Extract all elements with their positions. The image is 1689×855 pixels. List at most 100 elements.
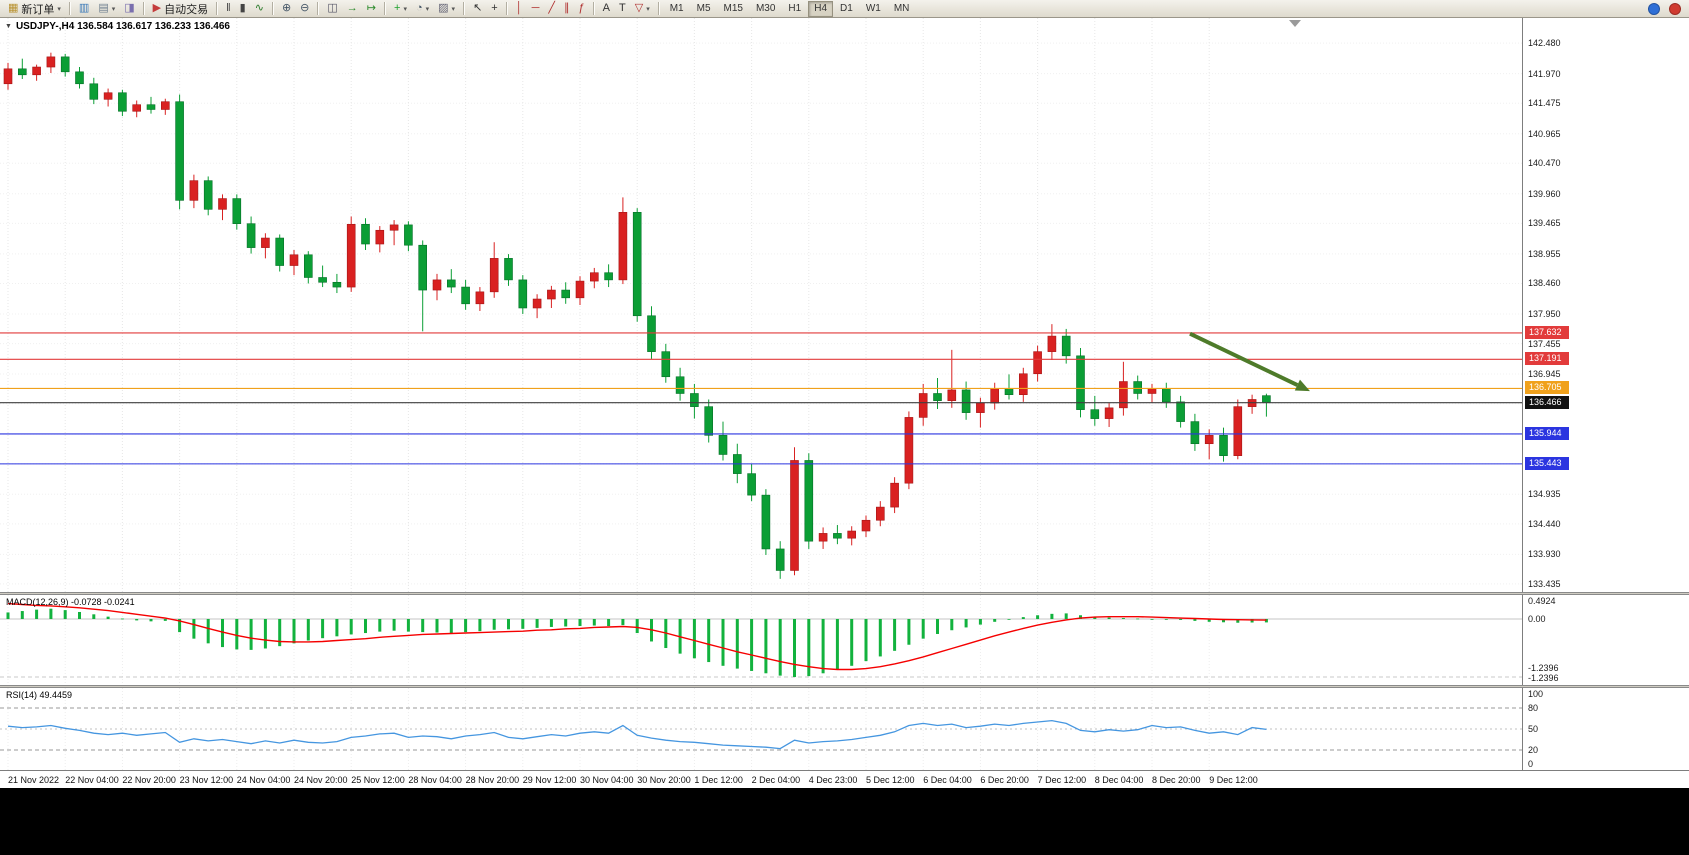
text-icon: A bbox=[602, 2, 610, 14]
zoom-out-icon: ⊖ bbox=[300, 2, 310, 14]
charts-button[interactable]: ▥ bbox=[75, 1, 93, 17]
indicators-button[interactable]: + ▾ bbox=[390, 1, 411, 17]
chart-shift-button[interactable]: ↦ bbox=[363, 1, 380, 17]
rsi-axis-label: 80 bbox=[1528, 703, 1539, 713]
bar-chart-button[interactable]: ‖ bbox=[222, 1, 235, 17]
timeframe-mn[interactable]: MN bbox=[888, 1, 916, 17]
rsi-axis[interactable]: 100 80 50 20 0 bbox=[1522, 688, 1689, 770]
chart-menu-icon[interactable]: ▼ bbox=[5, 23, 12, 30]
price-axis-label: 137.455 bbox=[1528, 338, 1561, 349]
candlestick-series bbox=[3, 52, 1271, 579]
zoom-out-button[interactable]: ⊖ bbox=[296, 1, 313, 17]
templates-button[interactable]: ▨ ▾ bbox=[434, 1, 459, 17]
rsi-axis-label: 100 bbox=[1528, 689, 1544, 699]
chevron-down-icon: ▾ bbox=[451, 5, 456, 13]
chart-shift-marker[interactable] bbox=[1289, 20, 1301, 27]
toolbar-separator bbox=[317, 2, 320, 15]
time-axis-label: 24 Nov 20:00 bbox=[294, 775, 348, 785]
main-chart-canvas[interactable] bbox=[0, 18, 1522, 592]
price-axis-label: 136.945 bbox=[1528, 369, 1561, 380]
time-axis-label: 5 Dec 12:00 bbox=[866, 775, 915, 785]
time-axis[interactable]: 21 Nov 2022 22 Nov 04:00 22 Nov 20:00 23 No… bbox=[0, 770, 1689, 788]
channel-button[interactable]: ∥ bbox=[560, 1, 574, 17]
toolbar-separator bbox=[463, 2, 466, 15]
price-axis-label: 142.480 bbox=[1528, 38, 1561, 49]
time-axis-label: 7 Dec 12:00 bbox=[1037, 775, 1087, 785]
time-axis-label: 24 Nov 04:00 bbox=[236, 775, 291, 785]
price-axis-label: 139.465 bbox=[1528, 218, 1561, 229]
pane-divider-macd[interactable] bbox=[0, 592, 1689, 595]
trend-arrow[interactable] bbox=[1189, 331, 1299, 387]
text-button[interactable]: A bbox=[599, 1, 614, 17]
tile-windows-button[interactable]: ◫ bbox=[323, 1, 341, 17]
time-axis-label: 29 Nov 12:00 bbox=[522, 775, 577, 785]
shapes-button[interactable]: ▽ ▾ bbox=[631, 1, 654, 17]
timeframe-d1-label: D1 bbox=[840, 3, 853, 14]
toolbar-separator bbox=[68, 2, 71, 15]
text-label-button[interactable]: T bbox=[615, 1, 630, 17]
time-axis-label: 22 Nov 20:00 bbox=[122, 775, 176, 785]
chart-title-text: USDJPY-,H4 136.584 136.617 136.233 136.4… bbox=[15, 21, 230, 32]
fibonacci-icon: ƒ bbox=[578, 2, 585, 14]
notification-icon[interactable] bbox=[1669, 2, 1681, 15]
chevron-down-icon: ▾ bbox=[57, 5, 61, 13]
rsi-axis-label: 0 bbox=[1528, 759, 1534, 769]
crosshair-button[interactable]: + bbox=[487, 1, 501, 17]
toolbar-separator bbox=[216, 2, 219, 15]
chevron-down-icon: ▾ bbox=[646, 5, 650, 13]
chevron-down-icon: ▾ bbox=[425, 5, 430, 13]
price-tag-136.705: 136.705 bbox=[1525, 381, 1569, 395]
pane-divider-rsi[interactable] bbox=[0, 685, 1689, 688]
templates-icon: ▨ bbox=[438, 2, 449, 14]
price-axis[interactable]: 142.480 141.970 141.475 140.965 140.470 139.9… bbox=[1522, 18, 1689, 592]
chevron-down-icon: ▾ bbox=[111, 5, 116, 13]
autotrade-button[interactable]: ▶ 自动交易 bbox=[149, 1, 212, 17]
line-chart-button[interactable]: ∿ bbox=[251, 1, 268, 17]
timeframe-h1[interactable]: H1 bbox=[782, 1, 807, 17]
toolbar-separator bbox=[384, 2, 387, 15]
alerts-button[interactable]: ◨ bbox=[120, 1, 138, 17]
price-tag-135.443: 135.443 bbox=[1525, 456, 1569, 470]
time-axis-label: 2 Dec 04:00 bbox=[751, 775, 801, 785]
line-chart-icon: ∿ bbox=[254, 2, 264, 14]
macd-canvas[interactable] bbox=[0, 595, 1522, 685]
community-icon[interactable] bbox=[1648, 2, 1660, 15]
time-axis-label: 30 Nov 04:00 bbox=[580, 775, 634, 785]
timeframe-m15[interactable]: M15 bbox=[718, 1, 749, 17]
timeframe-h4-label: H4 bbox=[814, 3, 828, 14]
timeframe-m5[interactable]: M5 bbox=[691, 1, 717, 17]
toolbar-separator bbox=[271, 2, 274, 15]
timeframe-h4[interactable]: H4 bbox=[808, 0, 834, 17]
macd-min-label: -1.2396 bbox=[1528, 673, 1559, 683]
timeframe-m30[interactable]: M30 bbox=[750, 1, 781, 17]
toolbar-separator bbox=[142, 2, 145, 15]
timeframe-w1[interactable]: W1 bbox=[860, 1, 887, 17]
timeframe-m1[interactable]: M1 bbox=[664, 1, 690, 17]
price-axis-label: 138.460 bbox=[1528, 278, 1561, 289]
vertical-line-button[interactable]: │ bbox=[512, 1, 527, 17]
horizontal-line-button[interactable]: ─ bbox=[528, 1, 544, 17]
timeframe-d1[interactable]: D1 bbox=[834, 1, 859, 17]
periods-button[interactable]: ◔ ▾ bbox=[412, 1, 433, 17]
candlestick-chart-button[interactable]: ▮ bbox=[236, 1, 250, 17]
time-axis-label: 22 Nov 04:00 bbox=[65, 775, 119, 785]
vertical-line-icon: │ bbox=[515, 2, 523, 14]
bar-chart-icon: ‖ bbox=[226, 2, 231, 14]
main-chart-pane: 142.480 141.970 141.475 140.965 140.470 139.9… bbox=[0, 18, 1689, 592]
zoom-in-button[interactable]: ⊕ bbox=[278, 1, 295, 17]
profiles-icon: ▤ bbox=[98, 2, 109, 14]
chart-window-icon: ▥ bbox=[78, 2, 90, 14]
macd-label: MACD(12,26,9) -0.0728 -0.0241 bbox=[6, 597, 135, 607]
toolbar: ▦ 新订单 ▾ ▥ ▤ ▾ ◨ ▶ 自动交易 ‖ ▮ ∿ ⊕ ⊖ ◫ → ↦ + ▾ ◔ ▾ ▨ ▾ ↖ + │ ─ ╱ ∥ ƒ A T ▽ ▾ M… bbox=[0, 0, 1689, 18]
trend-arrow-head bbox=[1294, 379, 1310, 392]
profiles-button[interactable]: ▤ ▾ bbox=[94, 1, 119, 17]
rsi-canvas[interactable] bbox=[0, 688, 1522, 770]
cursor-button[interactable]: ↖ bbox=[469, 1, 486, 17]
new-order-button[interactable]: ▦ 新订单 ▾ bbox=[4, 1, 65, 17]
auto-scroll-button[interactable]: → bbox=[343, 1, 362, 17]
timeframe-m5-label: M5 bbox=[696, 3, 711, 14]
fibonacci-button[interactable]: ƒ bbox=[575, 1, 589, 17]
trendline-button[interactable]: ╱ bbox=[544, 1, 559, 17]
macd-axis[interactable]: 0.4924 0.00 -1.2396 -1.2396 bbox=[1522, 595, 1689, 685]
channel-icon: ∥ bbox=[564, 2, 570, 14]
